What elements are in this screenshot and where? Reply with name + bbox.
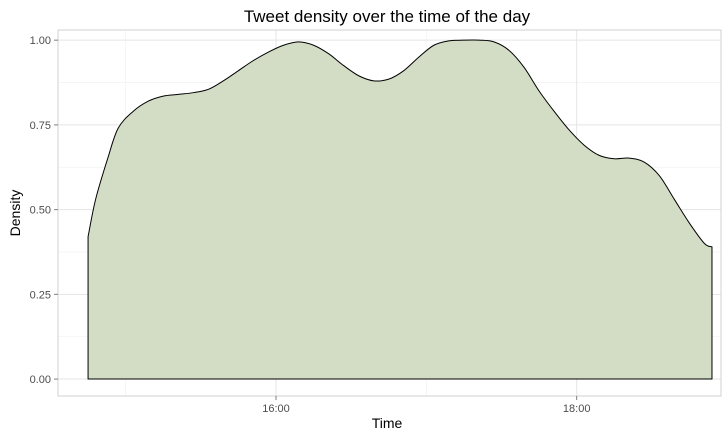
y-axis: 0.00 0.25 0.50 0.75 1.00 (30, 35, 58, 386)
panel-border (57, 29, 722, 397)
y-axis-title: Density (7, 190, 23, 237)
y-tick-label: 1.00 (30, 35, 51, 47)
x-axis-title: Time (372, 415, 403, 431)
y-tick-label: 0.00 (30, 374, 51, 386)
density-area (88, 40, 712, 380)
density-line (87, 39, 713, 380)
x-tick-label: 18:00 (563, 403, 591, 415)
y-tick-label: 0.75 (30, 120, 51, 132)
x-tick-label: 16:00 (262, 403, 290, 415)
x-axis: 16:00 18:00 (262, 396, 590, 415)
y-tick-label: 0.50 (30, 205, 51, 217)
y-tick-label: 0.25 (30, 289, 51, 301)
chart-title: Tweet density over the time of the day (244, 7, 531, 26)
